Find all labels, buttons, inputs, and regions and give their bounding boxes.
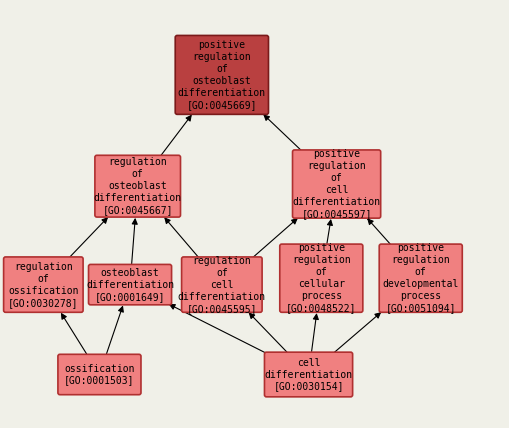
Text: regulation
of
ossification
[GO:0030278]: regulation of ossification [GO:0030278] [8, 262, 78, 308]
Text: positive
regulation
of
osteoblast
differentiation
[GO:0045669]: positive regulation of osteoblast differ… [178, 40, 265, 110]
FancyBboxPatch shape [279, 244, 362, 312]
FancyBboxPatch shape [292, 150, 380, 218]
Text: ossification
[GO:0001503]: ossification [GO:0001503] [64, 363, 134, 386]
FancyBboxPatch shape [181, 257, 262, 312]
Text: regulation
of
cell
differentiation
[GO:0045595]: regulation of cell differentiation [GO:0… [178, 256, 265, 314]
Text: positive
regulation
of
developmental
process
[GO:0051094]: positive regulation of developmental pro… [382, 243, 458, 313]
Text: cell
differentiation
[GO:0030154]: cell differentiation [GO:0030154] [264, 357, 352, 392]
FancyBboxPatch shape [89, 265, 171, 305]
FancyBboxPatch shape [95, 155, 180, 217]
Text: positive
regulation
of
cell
differentiation
[GO:0045597]: positive regulation of cell differentiat… [292, 149, 380, 219]
FancyBboxPatch shape [379, 244, 461, 312]
FancyBboxPatch shape [264, 352, 352, 397]
Text: osteoblast
differentiation
[GO:0001649]: osteoblast differentiation [GO:0001649] [86, 268, 174, 302]
FancyBboxPatch shape [58, 354, 140, 395]
FancyBboxPatch shape [175, 36, 268, 114]
FancyBboxPatch shape [4, 257, 83, 312]
Text: positive
regulation
of
cellular
process
[GO:0048522]: positive regulation of cellular process … [286, 243, 356, 313]
Text: regulation
of
osteoblast
differentiation
[GO:0045667]: regulation of osteoblast differentiation… [94, 157, 181, 215]
